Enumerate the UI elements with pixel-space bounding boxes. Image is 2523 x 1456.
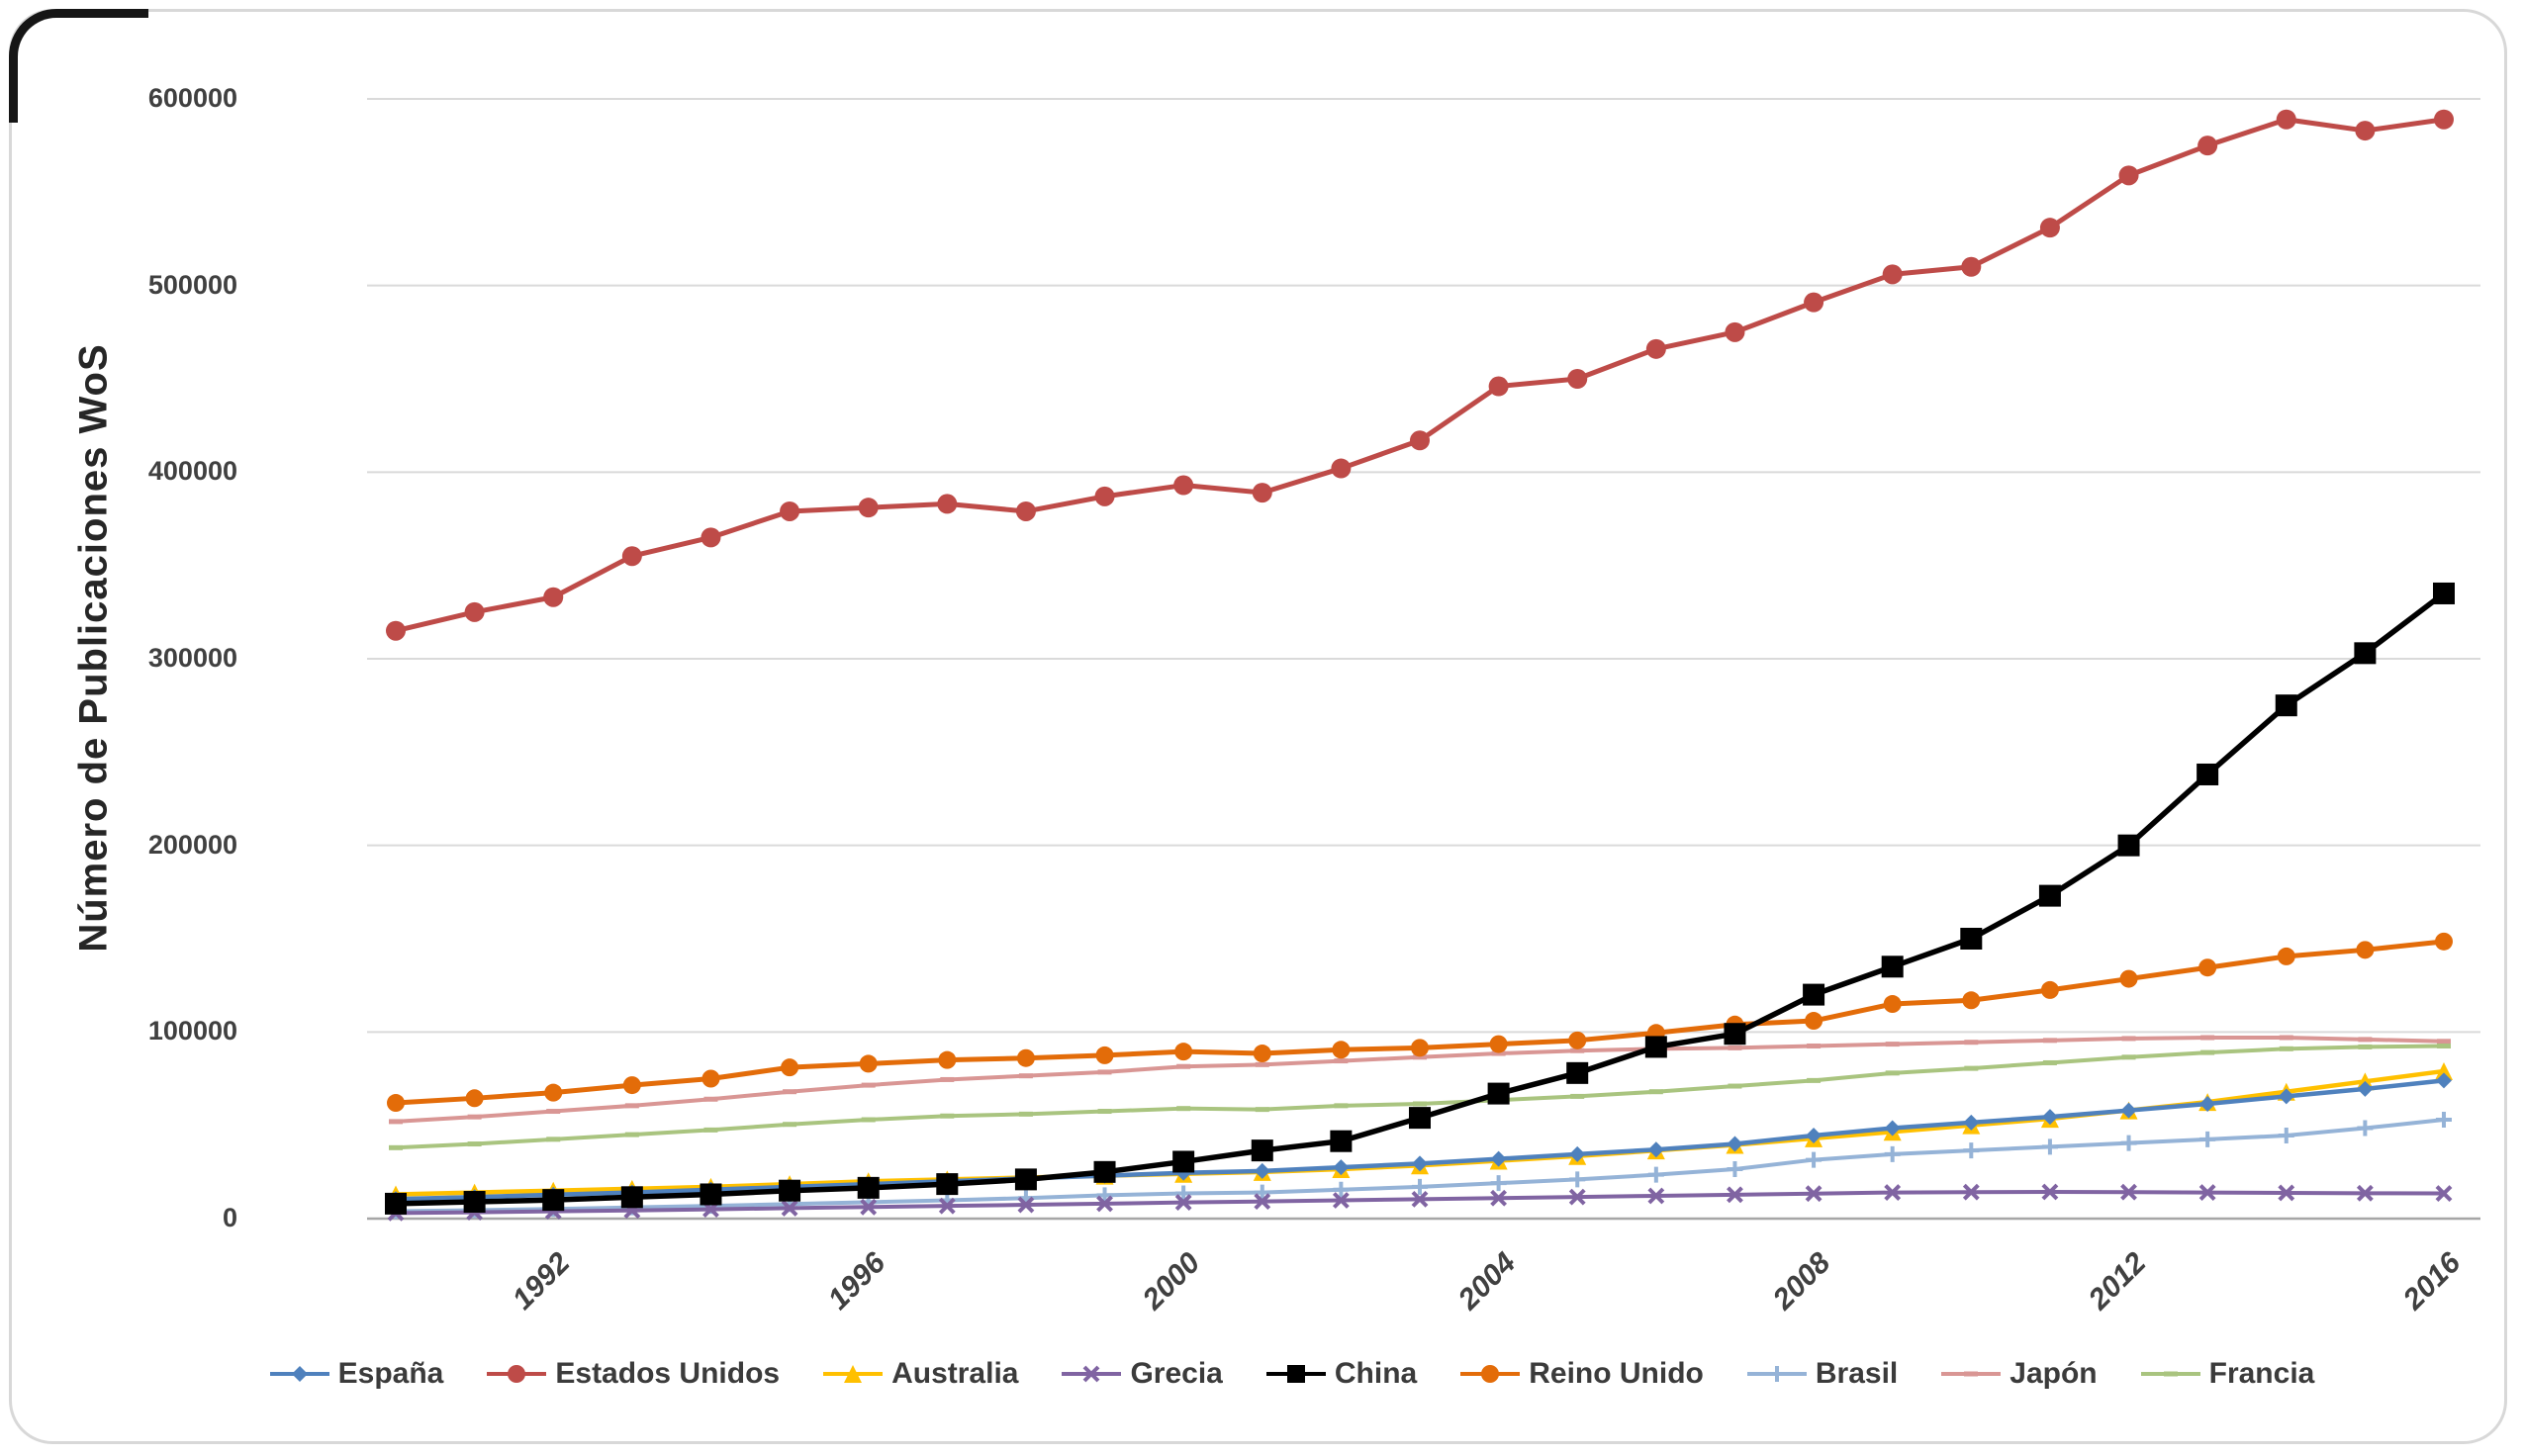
line-chart [367,98,2480,1222]
legend-item-grecia: Grecia [1060,1357,1223,1391]
y-tick-label: 100000 [147,1016,237,1046]
x-tick-label: 2000 [1136,1246,1207,1317]
legend-item-china: China [1264,1357,1417,1391]
legend-label: Grecia [1130,1357,1223,1390]
legend-label: Reino Unido [1529,1357,1704,1390]
x-tick-label: 2016 [2396,1246,2468,1317]
series-grecia [387,1183,2453,1222]
legend-marker-francia [2140,1371,2200,1377]
legend-item-japon: Japón [1939,1357,2098,1391]
legend-marker-estados-unidos [487,1365,547,1383]
x-tick-label: 2008 [1766,1246,1837,1317]
legend-marker-reino-unido [1460,1365,1521,1383]
y-tick-label: 0 [222,1203,237,1232]
y-tick-label: 200000 [147,829,237,860]
y-tick-label: 400000 [147,456,237,487]
x-tick-label: 2004 [1451,1246,1522,1317]
x-tick-label: 2012 [2082,1246,2152,1317]
legend-marker-grecia [1062,1365,1122,1383]
series-estados-unidos [386,109,2454,641]
legend-item-estados-unidos: Estados Unidos [485,1357,780,1391]
y-tick-label: 600000 [147,83,237,113]
y-tick-label: 500000 [147,269,237,300]
legend-label: España [337,1357,444,1390]
legend-item-espana: España [268,1357,444,1391]
x-tick-label: 1992 [507,1246,577,1317]
legend-item-reino-unido: Reino Unido [1458,1357,1704,1391]
legend-marker-china [1265,1365,1326,1383]
legend-item-francia: Francia [2139,1357,2315,1391]
chart-legend: España Estados Unidos Australia Grecia China… [99,1357,2483,1391]
y-tick-label: 300000 [147,643,237,673]
legend-label: Japón [2009,1357,2098,1390]
legend-marker-brasil [1746,1366,1807,1382]
legend-label: China [1334,1357,1418,1390]
legend-label: Brasil [1815,1357,1899,1390]
series-japon [389,1035,2451,1125]
legend-marker-japon [1941,1371,2002,1377]
series-china [385,582,2455,1215]
x-tick-label: 1996 [821,1246,892,1317]
series-reino-unido [387,932,2453,1113]
series-francia [389,1043,2451,1150]
legend-label: Australia [891,1357,1019,1390]
legend-marker-australia [823,1365,884,1383]
legend-label: Estados Unidos [555,1357,781,1390]
legend-item-brasil: Brasil [1745,1357,1898,1391]
legend-label: Francia [2208,1357,2315,1390]
legend-marker-espana [269,1366,329,1382]
legend-item-australia: Australia [821,1357,1018,1391]
